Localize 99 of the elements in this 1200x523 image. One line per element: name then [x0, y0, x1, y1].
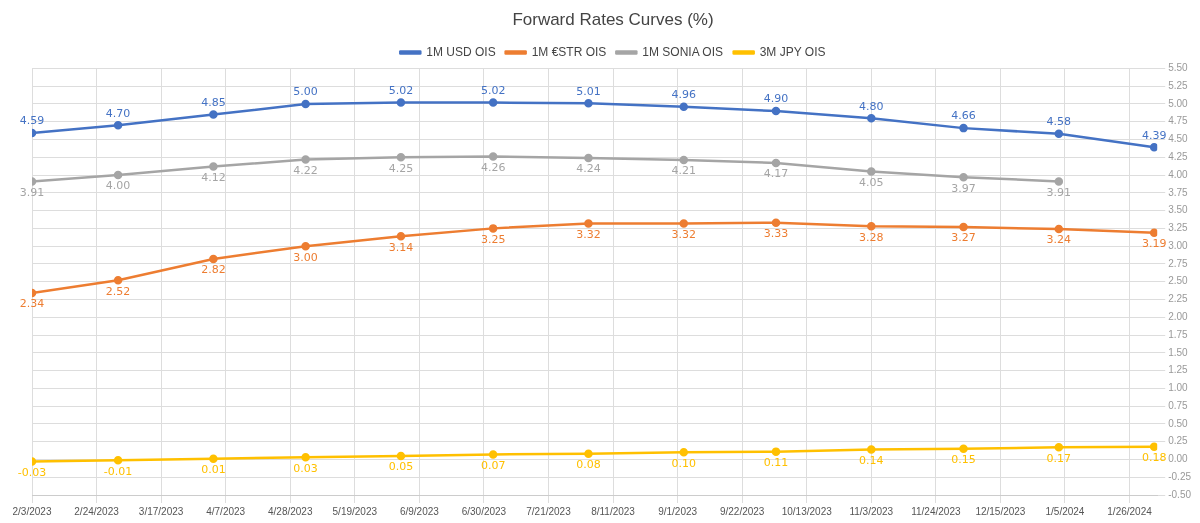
data-label: 3.33 — [763, 227, 789, 241]
y-tick-label: 5.50 — [1168, 62, 1189, 74]
data-label: 0.10 — [671, 456, 697, 470]
data-label: 4.17 — [763, 167, 789, 181]
legend-label: 1M €STR OIS — [531, 44, 607, 59]
data-label: 5.01 — [576, 84, 601, 98]
data-label: 0.14 — [859, 453, 884, 467]
data-label: 5.02 — [480, 83, 506, 97]
data-label: 3.28 — [859, 230, 884, 244]
x-tick-label: 4/7/2023 — [206, 505, 246, 517]
data-label: 0.01 — [201, 463, 226, 477]
y-tick-label: 0.00 — [1168, 453, 1189, 465]
data-label: 2.52 — [105, 284, 131, 298]
data-label: 4.24 — [576, 162, 601, 176]
y-tick-label: 0.50 — [1168, 417, 1189, 429]
y-tick-label: -0.50 — [1168, 488, 1192, 500]
y-tick-label: 3.00 — [1168, 239, 1189, 251]
data-label: 0.15 — [951, 453, 976, 467]
x-tick-label: 12/15/2023 — [975, 505, 1026, 517]
x-tick-label: 4/28/2023 — [267, 505, 313, 517]
y-tick-label: 5.00 — [1168, 97, 1189, 109]
x-tick-label: 11/3/2023 — [849, 505, 894, 517]
data-label: 4.12 — [201, 170, 226, 184]
x-tick-label: 1/5/2024 — [1045, 505, 1085, 517]
y-tick-label: -0.25 — [1168, 470, 1192, 482]
y-tick-label: 4.50 — [1168, 133, 1189, 145]
data-label: 3.25 — [480, 232, 506, 246]
chart-title: Forward Rates Curves (%) — [512, 9, 714, 29]
y-tick-label: 3.50 — [1168, 204, 1189, 216]
x-tick-label: 2/3/2023 — [12, 505, 52, 517]
y-tick-label: 0.75 — [1168, 399, 1189, 411]
data-label: 4.21 — [671, 164, 697, 178]
y-tick-label: 4.25 — [1168, 151, 1189, 163]
x-tick-label: 1/26/2024 — [1107, 505, 1153, 517]
x-tick-label: 7/21/2023 — [526, 505, 572, 517]
data-label: 2.82 — [201, 263, 226, 277]
data-label: 4.80 — [859, 99, 884, 113]
data-label: 0.07 — [480, 458, 506, 472]
y-tick-label: 2.00 — [1168, 311, 1189, 322]
x-tick-label: 9/22/2023 — [719, 505, 765, 517]
x-tick-label: 5/19/2023 — [332, 505, 378, 517]
data-label: 2.34 — [19, 297, 45, 311]
data-label: 3.32 — [671, 227, 697, 241]
y-tick-label: 1.50 — [1168, 346, 1189, 358]
y-tick-label: 4.75 — [1168, 115, 1189, 127]
data-label: 3.32 — [576, 227, 601, 241]
y-tick-label: 4.00 — [1168, 168, 1189, 180]
y-tick-label: 1.25 — [1168, 364, 1189, 376]
data-label: -0.01 — [103, 464, 133, 478]
data-label: 3.91 — [1046, 185, 1072, 199]
y-tick-label: 2.50 — [1168, 275, 1189, 287]
legend-label: 1M USD OIS — [426, 44, 496, 59]
x-tick-label: 3/17/2023 — [138, 505, 184, 517]
x-tick-label: 10/13/2023 — [781, 505, 833, 517]
x-tick-label: 6/30/2023 — [461, 505, 507, 517]
y-tick-label: 5.25 — [1168, 79, 1189, 91]
data-label: 3.14 — [388, 240, 414, 254]
data-label: 3.24 — [1046, 233, 1072, 247]
data-label: 4.85 — [201, 95, 226, 109]
data-label: 5.00 — [293, 85, 318, 99]
x-tick-label: 9/1/2023 — [658, 505, 698, 517]
data-label: 4.58 — [1046, 115, 1072, 129]
data-label: 4.26 — [480, 160, 506, 174]
data-label: 0.11 — [763, 455, 789, 469]
data-label: 4.22 — [293, 163, 318, 177]
data-label: 0.05 — [388, 460, 414, 474]
data-label: -0.03 — [17, 465, 47, 479]
data-label: 3.27 — [951, 231, 976, 245]
x-tick-label: 6/9/2023 — [399, 505, 440, 517]
y-tick-label: 2.75 — [1168, 257, 1189, 269]
legend-label: 3M JPY OIS — [759, 44, 826, 59]
x-tick-label: 8/11/2023 — [591, 505, 636, 517]
data-label: 0.17 — [1046, 451, 1072, 465]
data-label: 4.70 — [105, 106, 131, 120]
data-label: 3.00 — [293, 250, 318, 264]
data-label: 3.91 — [19, 185, 45, 199]
data-label: 4.39 — [1141, 128, 1167, 142]
x-tick-label: 11/24/2023 — [911, 505, 961, 517]
data-label: 4.59 — [19, 114, 45, 128]
data-label: 0.08 — [576, 458, 601, 472]
data-label: 4.96 — [671, 88, 697, 102]
data-label: 4.00 — [105, 179, 131, 193]
y-tick-label: 0.25 — [1168, 435, 1189, 447]
data-label: 5.02 — [388, 83, 414, 97]
y-tick-label: 3.75 — [1168, 186, 1189, 198]
data-label: 0.18 — [1141, 451, 1167, 465]
data-label: 0.03 — [293, 461, 318, 475]
legend-label: 1M SONIA OIS — [642, 44, 724, 59]
y-tick-label: 1.00 — [1168, 382, 1189, 394]
y-tick-label: 2.25 — [1168, 293, 1189, 305]
data-label: 4.90 — [763, 92, 789, 106]
data-label: 4.66 — [951, 109, 976, 123]
data-label: 4.25 — [388, 161, 414, 175]
data-label: 3.19 — [1141, 237, 1167, 250]
x-tick-label: 2/24/2023 — [74, 505, 120, 517]
y-tick-label: 1.75 — [1168, 328, 1189, 340]
data-label: 3.97 — [951, 181, 976, 195]
y-tick-label: 3.25 — [1168, 222, 1189, 234]
data-label: 4.05 — [859, 175, 884, 189]
